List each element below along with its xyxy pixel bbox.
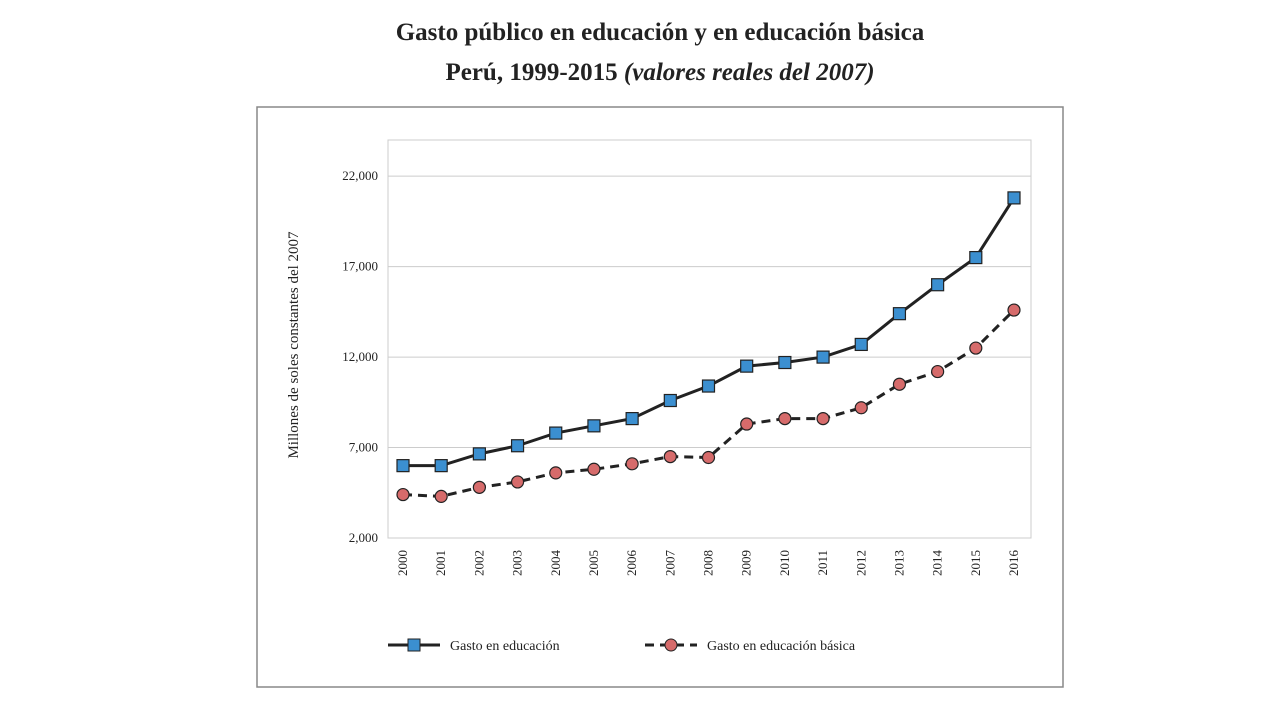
legend-label: Gasto en educación básica — [707, 639, 856, 654]
marker — [816, 412, 830, 426]
marker — [892, 377, 907, 391]
y-axis-label: Millones de soles constantes del 2007 — [286, 231, 302, 459]
x-tick-label: 2004 — [548, 550, 563, 577]
marker — [396, 459, 410, 473]
marker — [701, 450, 716, 465]
x-tick-label: 2012 — [853, 550, 868, 576]
marker — [663, 449, 677, 464]
subtitle: Perú, 1999-2015 — [445, 59, 617, 86]
marker — [510, 475, 525, 489]
marker — [1007, 303, 1021, 317]
plot-area — [387, 139, 1032, 539]
marker — [625, 457, 639, 471]
x-tick-label: 2013 — [891, 550, 906, 576]
marker — [549, 466, 563, 480]
plot: 2,000 7,000 12,000 17,000 22,000 2000 2001 2002… — [342, 168, 1031, 654]
marker — [472, 447, 486, 461]
subtitle-note: (valores reales del 2007) — [624, 59, 875, 86]
x-tick-label: 2006 — [624, 550, 639, 577]
x-tick-label: 2016 — [1006, 550, 1021, 577]
y-tick-label: 12,000 — [342, 349, 378, 364]
marker — [931, 364, 945, 379]
marker — [778, 412, 792, 426]
y-tick-label: 2,000 — [349, 530, 378, 545]
marker — [663, 393, 677, 408]
marker — [892, 307, 907, 321]
marker — [587, 419, 601, 433]
marker — [434, 489, 448, 503]
legend-label: Gasto en educación — [450, 639, 560, 654]
marker — [740, 417, 754, 431]
marker — [472, 480, 486, 494]
marker — [854, 401, 868, 415]
x-tick-label: 2015 — [968, 550, 983, 576]
marker — [549, 426, 563, 440]
x-tick-label: 2011 — [815, 550, 830, 576]
marker — [625, 412, 639, 426]
x-tick-label: 2007 — [662, 550, 677, 577]
y-tick-label: 17,000 — [342, 259, 378, 274]
legend-marker — [407, 638, 421, 652]
x-tick-label: 2001 — [433, 550, 448, 576]
marker — [931, 278, 945, 292]
x-tick-label: 2000 — [395, 550, 410, 576]
series-line — [403, 197, 1016, 468]
x-tick-label: 2014 — [930, 550, 945, 577]
x-tick-label: 2008 — [701, 550, 716, 576]
series-line — [402, 308, 1016, 498]
x-tick-label: 2002 — [471, 550, 486, 576]
marker — [816, 350, 830, 364]
x-tick-label: 2009 — [739, 550, 754, 576]
x-tick-label: 2010 — [777, 550, 792, 576]
chart-frame — [256, 106, 1064, 688]
marker — [701, 379, 716, 393]
y-tick-label: 7,000 — [349, 440, 378, 455]
marker — [740, 359, 754, 373]
marker — [1007, 191, 1021, 205]
x-tick-label: 2003 — [510, 550, 525, 576]
marker — [396, 487, 410, 502]
chart-subtitle: Perú, 1999-2015 (valores reales del 2007… — [445, 59, 874, 86]
marker — [969, 341, 983, 355]
marker — [587, 462, 601, 476]
marker — [434, 459, 448, 473]
legend-marker — [664, 638, 678, 652]
marker — [969, 250, 983, 265]
marker — [778, 355, 792, 370]
marker — [854, 337, 868, 352]
marker — [510, 439, 525, 453]
x-tick-label: 2005 — [586, 550, 601, 576]
chart-title: Gasto público en educación y en educació… — [396, 19, 925, 46]
y-tick-label: 22,000 — [342, 168, 378, 183]
